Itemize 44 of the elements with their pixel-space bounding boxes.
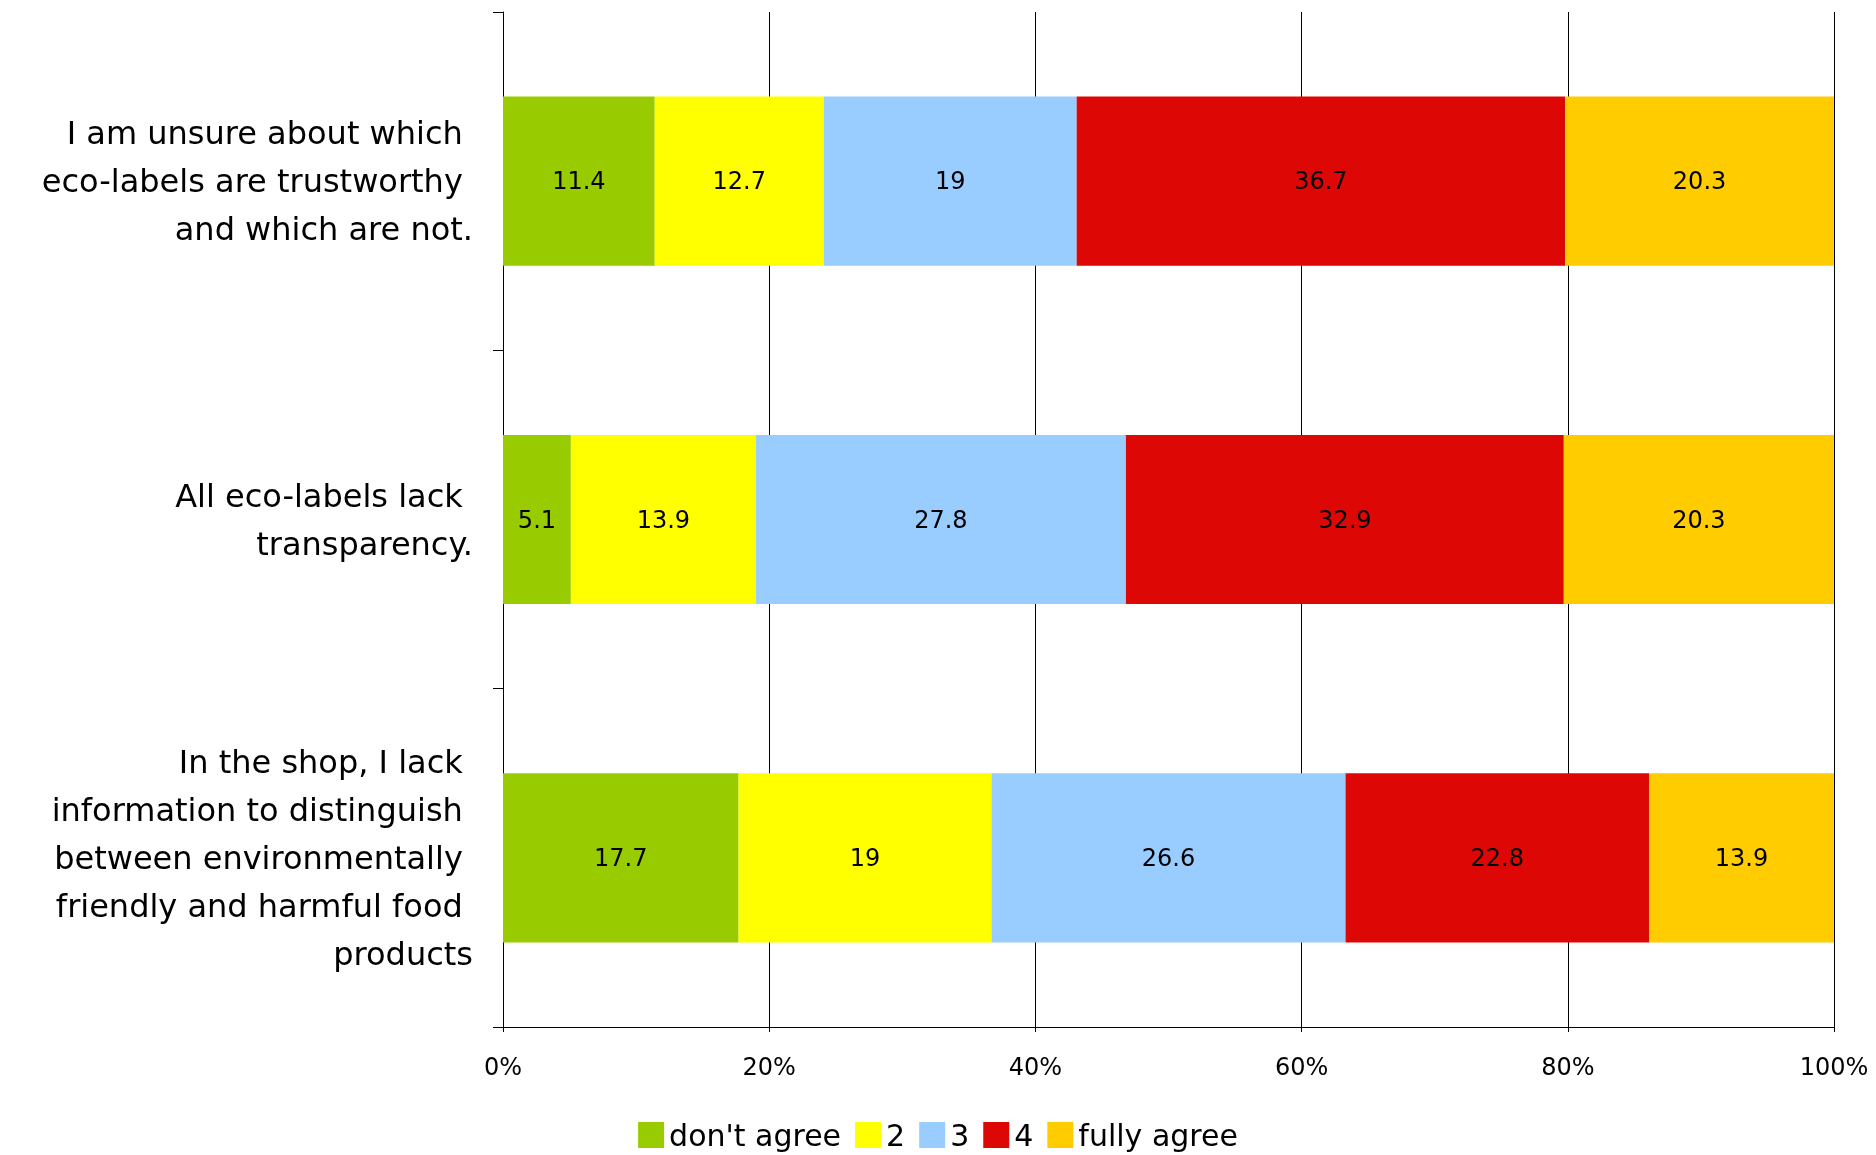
- x-tick-label: 0%: [483, 1053, 523, 1081]
- y-tick-label: I am unsure about which eco-labels are trustworthy and which are not.: [41, 114, 473, 249]
- data-label: 22.8: [1470, 843, 1524, 872]
- data-label: 19: [934, 167, 966, 196]
- x-tick-label: 100%: [1799, 1053, 1869, 1081]
- bar: [1125, 434, 1564, 605]
- bar: [503, 96, 655, 266]
- bar: [991, 773, 1346, 943]
- bar: [1563, 434, 1834, 605]
- data-label: 11.4: [552, 167, 606, 196]
- bar: [1565, 96, 1834, 266]
- data-label: 20.3: [1672, 167, 1727, 196]
- data-label: 36.7: [1294, 167, 1348, 196]
- data-label: 19: [849, 843, 881, 872]
- x-tick-label: 80%: [1541, 1053, 1595, 1081]
- x-tick-label: 40%: [1008, 1053, 1063, 1081]
- legend-label: 4: [1014, 1117, 1034, 1153]
- bar: [654, 96, 824, 266]
- bar: [1345, 773, 1649, 943]
- legend-label: 3: [950, 1117, 970, 1153]
- data-label: 20.3: [1672, 505, 1726, 534]
- legend-label: fully agree: [1078, 1117, 1238, 1153]
- y-tick-label: All eco-labels lack transparency.: [175, 476, 473, 563]
- data-label: 26.6: [1141, 843, 1196, 872]
- bar: [738, 773, 992, 943]
- data-label: 32.9: [1318, 505, 1372, 534]
- y-tick-label: In the shop, I lack information to distinguish between environmentally friendly and harmful food products: [51, 742, 473, 973]
- data-label: 13.9: [636, 505, 691, 534]
- data-label: 27.8: [914, 505, 968, 534]
- bar: [755, 434, 1126, 605]
- bar: [1648, 773, 1834, 943]
- x-tick-label: 20%: [742, 1053, 796, 1081]
- bar: [570, 434, 756, 605]
- bar: [503, 773, 739, 943]
- data-label: 12.7: [712, 167, 766, 196]
- data-label: 17.7: [594, 843, 648, 872]
- bar: [503, 434, 571, 605]
- bar: [1076, 96, 1566, 266]
- legend-label: 2: [886, 1117, 906, 1153]
- legend-label: don't agree: [669, 1117, 842, 1153]
- data-label: 5.1: [517, 505, 557, 534]
- data-label: 13.9: [1714, 843, 1769, 872]
- bar: [823, 96, 1077, 266]
- x-tick-label: 60%: [1274, 1053, 1329, 1081]
